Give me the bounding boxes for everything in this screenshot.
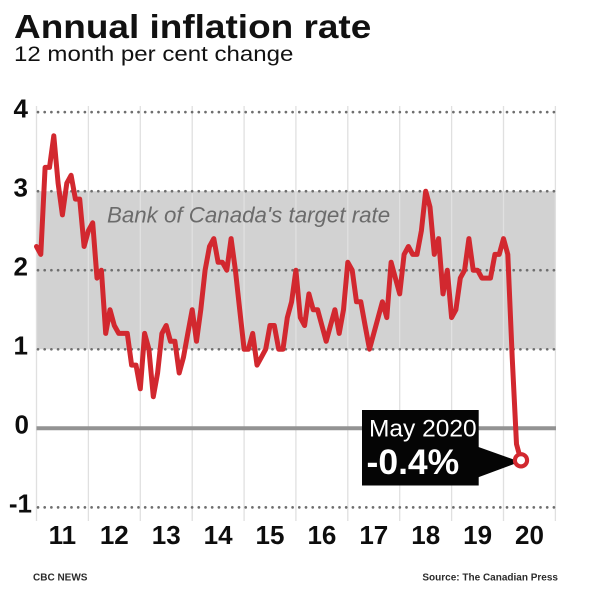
svg-text:18: 18 xyxy=(411,520,440,550)
svg-text:3: 3 xyxy=(14,173,28,203)
svg-text:-1: -1 xyxy=(9,489,32,519)
svg-text:12: 12 xyxy=(100,520,129,550)
svg-text:15: 15 xyxy=(256,520,285,550)
svg-text:2: 2 xyxy=(14,252,28,282)
svg-text:19: 19 xyxy=(463,520,492,550)
svg-text:14: 14 xyxy=(204,520,233,550)
svg-text:1: 1 xyxy=(14,331,28,361)
svg-text:0: 0 xyxy=(15,410,29,440)
svg-text:13: 13 xyxy=(152,520,181,550)
svg-text:17: 17 xyxy=(359,520,388,550)
svg-text:Source: The Canadian Press: Source: The Canadian Press xyxy=(422,573,558,584)
svg-text:16: 16 xyxy=(307,520,336,550)
svg-text:-0.4%: -0.4% xyxy=(367,442,460,482)
svg-text:CBC NEWS: CBC NEWS xyxy=(33,573,88,584)
svg-text:4: 4 xyxy=(14,94,29,124)
svg-text:Bank of Canada's target rate: Bank of Canada's target rate xyxy=(107,203,390,228)
svg-text:20: 20 xyxy=(515,520,544,550)
svg-text:May 2020: May 2020 xyxy=(369,416,477,443)
svg-text:11: 11 xyxy=(49,520,77,550)
